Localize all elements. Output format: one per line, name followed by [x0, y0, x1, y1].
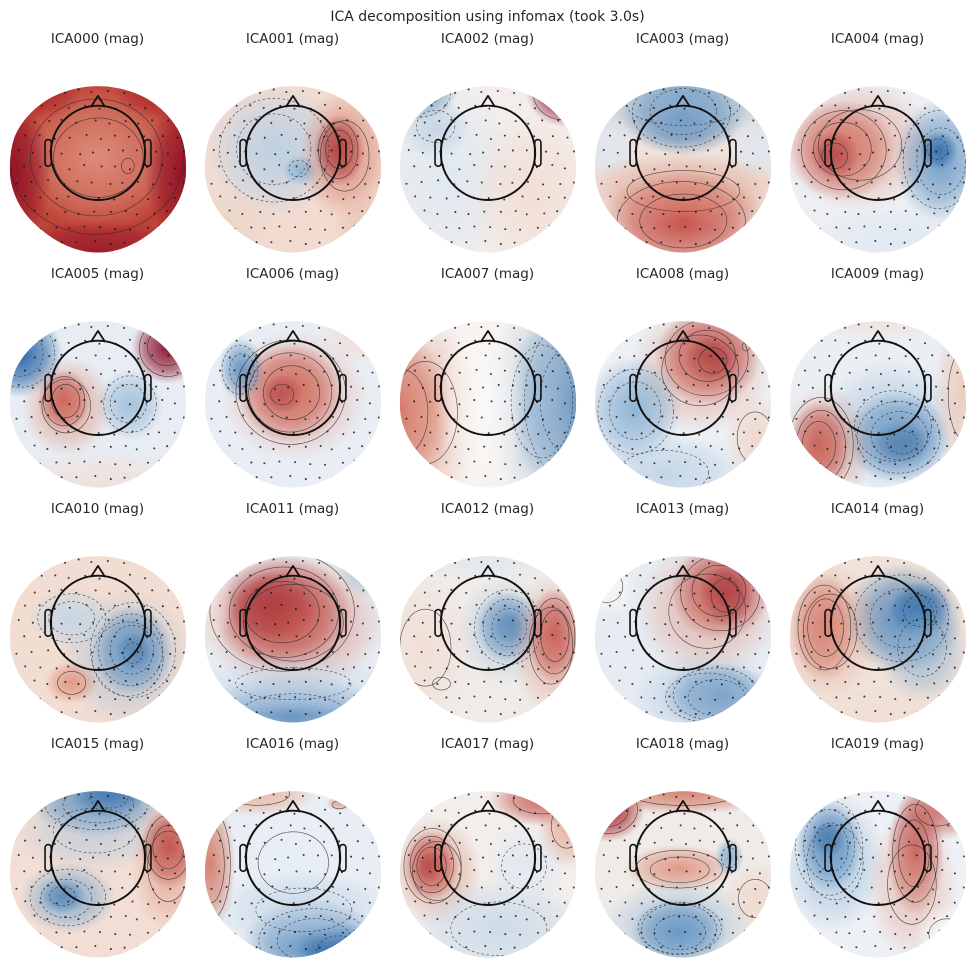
- figure-title: ICA decomposition using infomax (took 3.…: [330, 9, 645, 25]
- topomap-14: [789, 556, 966, 723]
- head-outline: [823, 565, 932, 672]
- ica-panel-7: ICA007 (mag): [390, 263, 585, 492]
- ica-panel-4: ICA004 (mag): [780, 28, 975, 257]
- topomap-2: [399, 86, 576, 253]
- topomap-15: [9, 791, 186, 958]
- head-outline: [238, 330, 347, 437]
- ica-panel-0: ICA000 (mag): [0, 28, 195, 257]
- ica-panel-15: ICA015 (mag): [0, 733, 195, 962]
- topomap-18: [594, 791, 771, 958]
- head-outline: [628, 565, 737, 672]
- panel-title: ICA013 (mag): [635, 501, 730, 517]
- ica-panel-12: ICA012 (mag): [390, 498, 585, 727]
- topomap-grid: ICA000 (mag) ICA001 (mag) ICA002 (mag) ICA0…: [0, 28, 975, 962]
- panel-title: ICA017 (mag): [440, 736, 535, 752]
- head-outline: [43, 565, 152, 672]
- topomap-8: [594, 321, 771, 488]
- panel-title: ICA003 (mag): [635, 31, 730, 47]
- head-outline: [433, 565, 542, 672]
- panel-title: ICA005 (mag): [50, 266, 145, 282]
- topomap-16: [204, 791, 381, 958]
- panel-title: ICA012 (mag): [440, 501, 535, 517]
- topomap-3: [594, 86, 771, 253]
- head-outline: [43, 800, 152, 907]
- head-outline: [628, 95, 737, 202]
- panel-title: ICA018 (mag): [635, 736, 730, 752]
- head-outline: [823, 800, 932, 907]
- panel-title: ICA008 (mag): [635, 266, 730, 282]
- ica-panel-11: ICA011 (mag): [195, 498, 390, 727]
- topomap-12: [399, 556, 576, 723]
- head-outline: [43, 95, 152, 202]
- topomap-17: [399, 791, 576, 958]
- ica-panel-5: ICA005 (mag): [0, 263, 195, 492]
- panel-title: ICA004 (mag): [830, 31, 925, 47]
- ica-panel-10: ICA010 (mag): [0, 498, 195, 727]
- topomap-5: [9, 321, 186, 488]
- head-outline: [238, 565, 347, 672]
- topomap-4: [789, 86, 966, 253]
- ica-panel-1: ICA001 (mag): [195, 28, 390, 257]
- topomap-6: [204, 321, 381, 488]
- panel-title: ICA016 (mag): [245, 736, 340, 752]
- head-outline: [433, 95, 542, 202]
- topomap-13: [594, 556, 771, 723]
- topomap-7: [399, 321, 576, 488]
- head-outline: [628, 330, 737, 437]
- topomap-1: [204, 86, 381, 253]
- panel-title: ICA011 (mag): [245, 501, 340, 517]
- topomap-9: [789, 321, 966, 488]
- topomap-11: [204, 556, 381, 723]
- ica-panel-9: ICA009 (mag): [780, 263, 975, 492]
- head-outline: [433, 330, 542, 437]
- panel-title: ICA002 (mag): [440, 31, 535, 47]
- panel-title: ICA010 (mag): [50, 501, 145, 517]
- head-outline: [823, 95, 932, 202]
- head-outline: [433, 800, 542, 907]
- ica-panel-14: ICA014 (mag): [780, 498, 975, 727]
- ica-panel-13: ICA013 (mag): [585, 498, 780, 727]
- panel-title: ICA014 (mag): [830, 501, 925, 517]
- head-outline: [238, 95, 347, 202]
- panel-title: ICA000 (mag): [50, 31, 145, 47]
- head-outline: [628, 800, 737, 907]
- ica-panel-18: ICA018 (mag): [585, 733, 780, 962]
- panel-title: ICA015 (mag): [50, 736, 145, 752]
- panel-title: ICA019 (mag): [830, 736, 925, 752]
- ica-panel-8: ICA008 (mag): [585, 263, 780, 492]
- ica-panel-17: ICA017 (mag): [390, 733, 585, 962]
- panel-title: ICA001 (mag): [245, 31, 340, 47]
- panel-title: ICA009 (mag): [830, 266, 925, 282]
- ica-panel-2: ICA002 (mag): [390, 28, 585, 257]
- head-outline: [238, 800, 347, 907]
- topomap-10: [9, 556, 186, 723]
- ica-panel-3: ICA003 (mag): [585, 28, 780, 257]
- topomap-0: [9, 86, 186, 253]
- ica-panel-19: ICA019 (mag): [780, 733, 975, 962]
- panel-title: ICA006 (mag): [245, 266, 340, 282]
- head-outline: [823, 330, 932, 437]
- head-outline: [43, 330, 152, 437]
- topomap-19: [789, 791, 966, 958]
- panel-title: ICA007 (mag): [440, 266, 535, 282]
- ica-panel-16: ICA016 (mag): [195, 733, 390, 962]
- ica-panel-6: ICA006 (mag): [195, 263, 390, 492]
